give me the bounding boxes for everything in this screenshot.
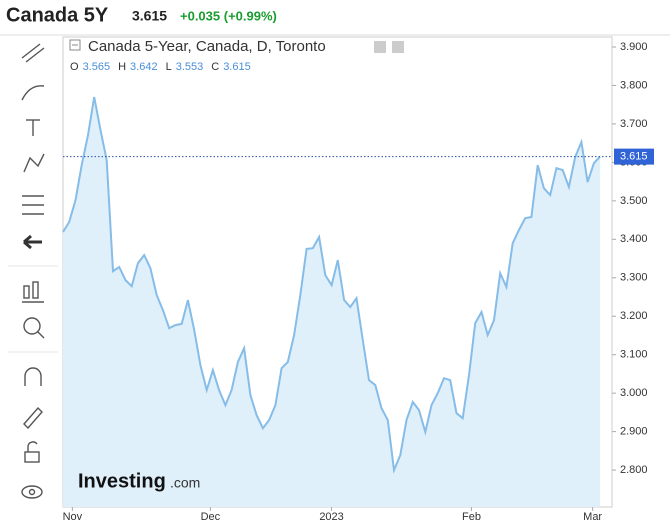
y-tick-label: 2.800 <box>620 464 648 476</box>
ohlc-legend: O 3.565 H 3.642 L 3.553 C 3.615 <box>70 61 251 73</box>
price-change: +0.035 (+0.99%) <box>180 8 277 23</box>
ohlc-value: 3.553 <box>176 61 204 73</box>
last-price-box <box>614 148 654 165</box>
tool-icon[interactable] <box>24 441 40 463</box>
toolbar <box>8 43 58 499</box>
last-price-label: 3.615 <box>620 151 648 163</box>
ohlc-value: 3.615 <box>223 61 251 73</box>
tool-icon[interactable] <box>22 195 44 215</box>
tool-icon[interactable] <box>21 485 43 499</box>
watermark-brand: Investing <box>78 470 166 492</box>
y-tick-label: 3.400 <box>620 233 648 245</box>
tool-icon[interactable] <box>22 281 44 303</box>
x-tick-label: Feb <box>462 511 481 523</box>
ohlc-value: 3.642 <box>130 61 158 73</box>
x-tick-label: Dec <box>201 511 221 523</box>
y-tick-label: 3.500 <box>620 195 648 207</box>
y-tick-label: 3.700 <box>620 118 648 130</box>
area-fill <box>63 97 601 507</box>
y-tick-label: 3.200 <box>620 310 648 322</box>
tool-icon[interactable] <box>23 153 45 173</box>
chart-title: Canada 5-Year, Canada, D, Toronto <box>88 38 326 55</box>
watermark-domain: .com <box>170 475 200 491</box>
tool-icon[interactable] <box>23 234 42 250</box>
instrument-name: Canada 5Y <box>6 4 109 26</box>
y-tick-label: 3.800 <box>620 79 648 91</box>
tool-icon[interactable] <box>23 317 45 339</box>
y-tick-label: 3.100 <box>620 349 648 361</box>
visibility-button[interactable] <box>374 41 386 53</box>
tool-icon[interactable] <box>21 43 45 63</box>
plot <box>62 96 601 507</box>
y-tick-label: 3.300 <box>620 272 648 284</box>
y-tick-label: 3.000 <box>620 387 648 399</box>
y-tick-label: 3.900 <box>620 41 648 53</box>
ohlc-key: C <box>211 61 219 73</box>
price-line <box>62 96 601 474</box>
tool-icon[interactable] <box>26 119 40 136</box>
ohlc-key: O <box>70 61 79 73</box>
x-tick-label: Mar <box>583 511 602 523</box>
tool-icon[interactable] <box>24 367 42 386</box>
ohlc-value: 3.565 <box>83 61 111 73</box>
tool-icon[interactable] <box>23 406 43 430</box>
x-tick-label: 2023 <box>319 511 343 523</box>
y-tick-label: 2.900 <box>620 426 648 438</box>
ohlc-key: L <box>166 61 172 73</box>
tool-icon[interactable] <box>21 85 45 101</box>
settings-button[interactable] <box>392 41 404 53</box>
last-price: 3.615 <box>132 8 167 24</box>
ohlc-key: H <box>118 61 126 73</box>
x-tick-label: Nov <box>63 511 83 523</box>
